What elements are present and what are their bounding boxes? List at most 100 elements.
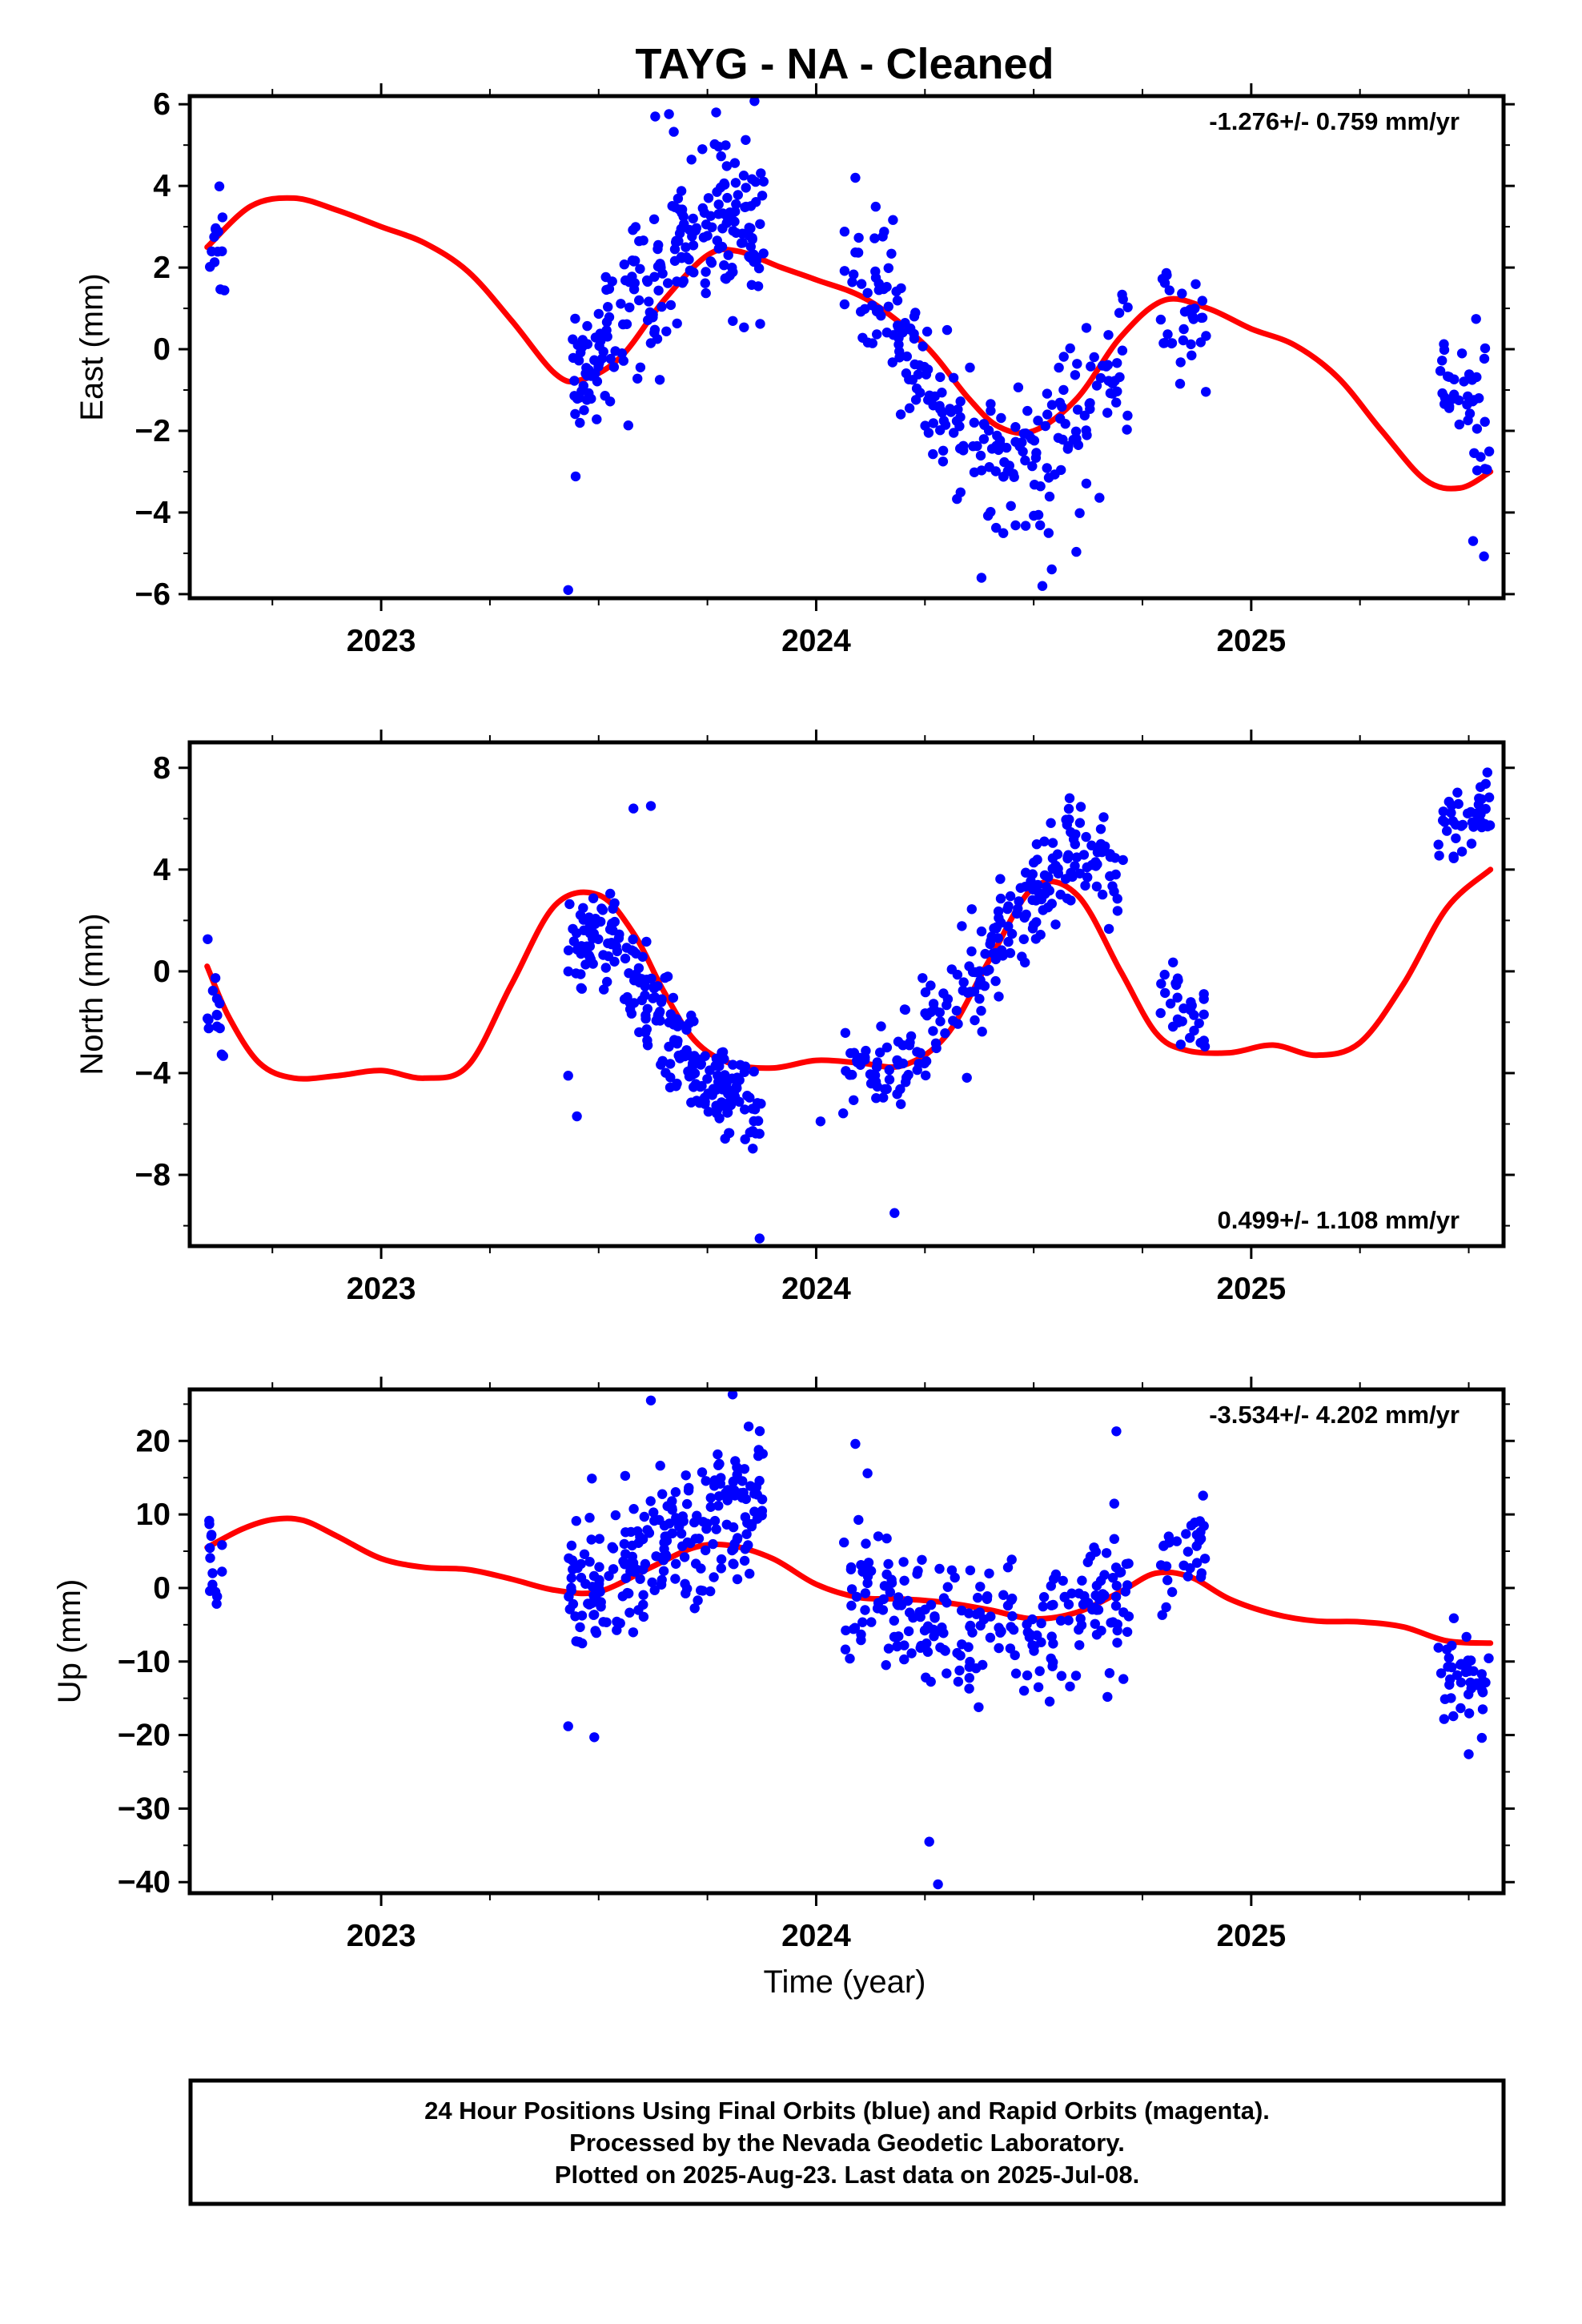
north-data-point xyxy=(1006,928,1018,939)
north-data-point xyxy=(1473,799,1484,810)
north-data-point xyxy=(921,1070,931,1081)
east-data-point xyxy=(676,223,686,234)
north-data-point xyxy=(749,1066,759,1077)
north-data-point xyxy=(661,1068,671,1078)
north-data-point xyxy=(1017,951,1027,962)
east-points-layer xyxy=(205,96,1495,595)
up-data-point xyxy=(746,1519,757,1530)
east-data-point xyxy=(701,287,711,299)
north-data-point xyxy=(884,1074,895,1085)
north-data-point xyxy=(1448,851,1459,862)
up-data-point xyxy=(924,1836,934,1847)
east-data-point xyxy=(945,404,955,414)
east-data-point xyxy=(1443,371,1453,382)
east-data-point xyxy=(1006,501,1016,511)
east-data-point xyxy=(669,255,681,266)
north-data-point xyxy=(926,980,936,991)
north-data-point xyxy=(600,963,611,973)
east-data-point xyxy=(909,359,920,370)
east-data-point xyxy=(1122,424,1132,435)
up-data-point xyxy=(1104,1668,1115,1679)
north-data-point xyxy=(626,1008,637,1019)
up-data-point xyxy=(566,1540,577,1551)
up-data-point xyxy=(1002,1562,1014,1573)
up-data-point xyxy=(589,1610,600,1620)
north-data-point xyxy=(1039,870,1050,881)
up-data-point xyxy=(584,1557,595,1567)
east-data-point xyxy=(578,380,588,391)
up-data-point xyxy=(892,1640,903,1651)
up-data-point xyxy=(946,1565,958,1576)
east-data-point xyxy=(713,199,724,210)
up-data-point xyxy=(682,1498,693,1510)
east-data-point xyxy=(721,140,731,151)
up-data-point xyxy=(873,1531,884,1542)
north-data-point xyxy=(974,994,985,1004)
east-data-point xyxy=(601,317,612,328)
north-y-tick-label: −8 xyxy=(135,1158,171,1192)
east-data-point xyxy=(1020,455,1030,466)
east-data-point xyxy=(757,191,768,201)
north-data-point xyxy=(931,1043,942,1054)
up-data-point xyxy=(594,1574,604,1586)
up-data-point xyxy=(589,1732,600,1743)
north-data-point xyxy=(966,946,977,957)
north-data-point xyxy=(628,803,639,814)
east-data-point xyxy=(873,285,885,296)
east-data-point xyxy=(681,242,691,252)
east-data-point xyxy=(990,466,1002,476)
up-data-point xyxy=(729,1544,739,1554)
east-data-point xyxy=(955,487,966,497)
east-data-point xyxy=(978,434,990,444)
east-data-point xyxy=(628,284,640,295)
up-data-point xyxy=(1121,1558,1132,1570)
up-data-point xyxy=(1007,1610,1018,1622)
up-data-point xyxy=(1007,1593,1018,1604)
up-data-point xyxy=(1036,1618,1046,1629)
north-data-point xyxy=(593,934,604,945)
up-data-point xyxy=(671,1558,681,1570)
north-data-point xyxy=(1075,802,1086,812)
north-data-point xyxy=(996,918,1006,928)
east-data-point xyxy=(1020,521,1031,531)
east-data-point xyxy=(648,214,660,224)
north-data-point xyxy=(1014,896,1024,907)
east-data-point xyxy=(729,158,741,168)
east-data-point xyxy=(205,262,215,272)
east-data-point xyxy=(888,215,898,225)
north-data-point xyxy=(734,1075,745,1085)
north-data-point xyxy=(1199,1009,1209,1020)
up-data-point xyxy=(1199,1554,1211,1564)
east-data-point xyxy=(215,284,226,295)
north-data-point xyxy=(605,888,616,899)
east-data-point xyxy=(1468,536,1479,546)
north-data-point xyxy=(815,1116,826,1127)
north-y-tick-label: 8 xyxy=(153,751,171,786)
north-data-point xyxy=(928,1026,938,1036)
east-data-point xyxy=(883,301,894,312)
up-data-point xyxy=(701,1545,711,1556)
north-data-point xyxy=(938,988,949,999)
east-data-point xyxy=(1013,382,1024,392)
east-data-point xyxy=(1459,376,1469,387)
north-data-point xyxy=(621,943,632,953)
east-data-point xyxy=(211,224,221,235)
up-data-point xyxy=(1182,1571,1194,1582)
north-data-point xyxy=(1082,872,1093,883)
north-data-point xyxy=(590,919,600,929)
east-data-point xyxy=(663,278,673,288)
north-data-point xyxy=(568,936,580,947)
up-data-point xyxy=(1050,1569,1062,1580)
north-data-point xyxy=(838,1108,849,1119)
east-data-point xyxy=(669,202,681,212)
north-data-point xyxy=(728,1059,738,1070)
north-data-point xyxy=(1199,994,1209,1004)
up-data-point xyxy=(205,1553,215,1563)
east-data-point xyxy=(593,361,604,372)
up-data-point xyxy=(1442,1644,1452,1655)
north-data-point xyxy=(995,874,1006,884)
east-data-point xyxy=(1122,302,1133,312)
up-data-point xyxy=(754,1475,765,1486)
north-data-point xyxy=(974,979,985,990)
north-rate-label: 0.499+/- 1.108 mm/yr xyxy=(1218,1206,1460,1234)
